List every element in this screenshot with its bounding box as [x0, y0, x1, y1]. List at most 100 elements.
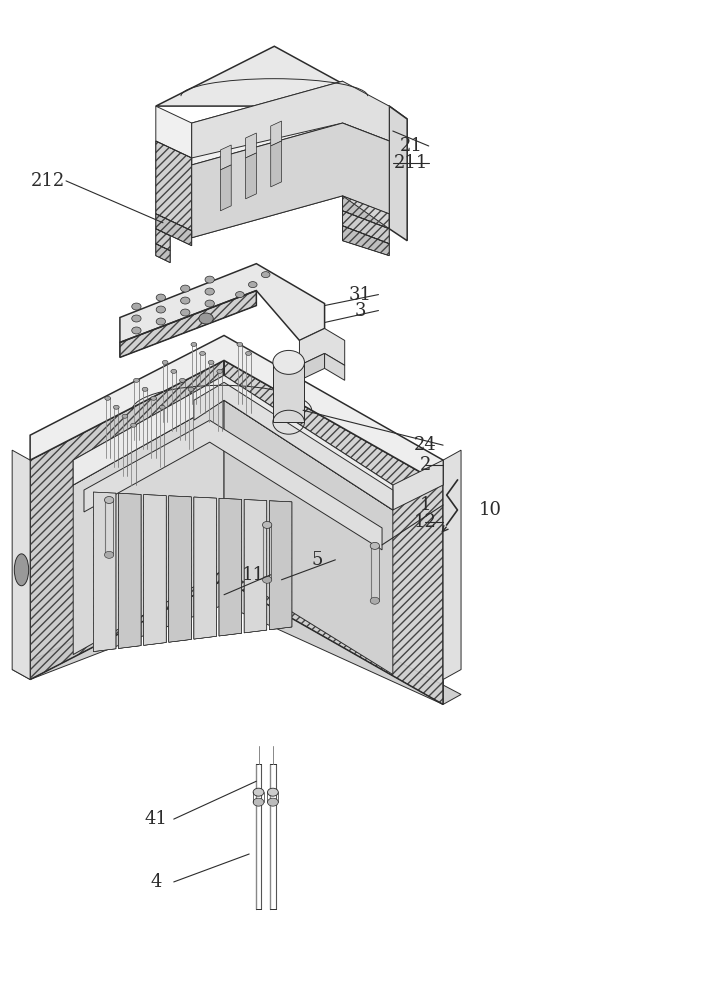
Ellipse shape	[132, 315, 141, 322]
Ellipse shape	[156, 294, 166, 301]
Ellipse shape	[171, 369, 177, 373]
Polygon shape	[156, 214, 192, 246]
Ellipse shape	[14, 554, 29, 586]
Polygon shape	[244, 500, 267, 633]
Ellipse shape	[142, 387, 148, 391]
Ellipse shape	[131, 423, 136, 427]
Text: 41: 41	[144, 810, 167, 828]
Polygon shape	[30, 360, 224, 680]
Polygon shape	[244, 500, 267, 633]
Polygon shape	[221, 145, 231, 170]
Polygon shape	[93, 492, 116, 652]
Ellipse shape	[205, 288, 214, 295]
Polygon shape	[156, 46, 407, 119]
Polygon shape	[74, 375, 393, 510]
Ellipse shape	[200, 351, 205, 355]
Polygon shape	[192, 81, 342, 165]
Polygon shape	[74, 400, 224, 655]
Polygon shape	[299, 328, 345, 365]
Polygon shape	[342, 196, 389, 229]
Polygon shape	[269, 501, 292, 630]
Polygon shape	[143, 495, 167, 645]
Ellipse shape	[262, 576, 272, 583]
Polygon shape	[118, 493, 141, 648]
Ellipse shape	[246, 351, 252, 355]
Text: 3: 3	[355, 302, 366, 320]
Text: 211: 211	[394, 154, 428, 172]
Polygon shape	[270, 121, 281, 146]
Ellipse shape	[180, 285, 190, 292]
Polygon shape	[118, 493, 141, 648]
Ellipse shape	[273, 350, 304, 374]
Ellipse shape	[180, 309, 190, 316]
Ellipse shape	[122, 414, 128, 418]
Polygon shape	[194, 497, 216, 639]
Polygon shape	[169, 496, 191, 642]
Polygon shape	[219, 498, 242, 636]
Text: 1: 1	[420, 496, 431, 514]
Polygon shape	[221, 165, 231, 211]
Polygon shape	[342, 211, 389, 244]
Polygon shape	[224, 360, 443, 704]
Ellipse shape	[262, 272, 270, 278]
Text: 4: 4	[150, 873, 162, 891]
Polygon shape	[30, 335, 443, 485]
Text: 2: 2	[420, 456, 431, 474]
Polygon shape	[269, 501, 292, 630]
Ellipse shape	[151, 396, 156, 400]
Polygon shape	[192, 123, 342, 238]
Polygon shape	[120, 291, 257, 357]
Polygon shape	[224, 400, 393, 675]
Ellipse shape	[180, 297, 190, 304]
Polygon shape	[169, 496, 191, 642]
Polygon shape	[12, 450, 30, 680]
Polygon shape	[299, 353, 324, 380]
Polygon shape	[192, 123, 389, 238]
Polygon shape	[12, 570, 461, 704]
Text: 31: 31	[349, 286, 372, 304]
Text: 11: 11	[242, 566, 265, 584]
Ellipse shape	[205, 276, 214, 283]
Ellipse shape	[191, 342, 197, 346]
Text: 212: 212	[31, 172, 65, 190]
Polygon shape	[273, 362, 304, 422]
Polygon shape	[342, 123, 389, 214]
Ellipse shape	[249, 282, 257, 288]
Ellipse shape	[105, 551, 114, 558]
Polygon shape	[192, 81, 389, 158]
Polygon shape	[156, 141, 192, 231]
Polygon shape	[389, 106, 407, 241]
Ellipse shape	[105, 396, 110, 400]
Ellipse shape	[267, 788, 278, 796]
Text: 5: 5	[311, 551, 323, 569]
Ellipse shape	[205, 300, 214, 307]
Polygon shape	[156, 229, 170, 251]
Ellipse shape	[159, 405, 165, 409]
Ellipse shape	[132, 327, 141, 334]
Polygon shape	[156, 244, 170, 263]
Ellipse shape	[156, 318, 166, 325]
Polygon shape	[246, 153, 257, 199]
Ellipse shape	[105, 497, 114, 503]
Ellipse shape	[132, 303, 141, 310]
Polygon shape	[342, 226, 389, 256]
Polygon shape	[393, 460, 443, 510]
Text: 24: 24	[414, 436, 436, 454]
Ellipse shape	[199, 313, 213, 324]
Polygon shape	[194, 497, 216, 639]
Ellipse shape	[237, 342, 243, 346]
Ellipse shape	[253, 798, 264, 806]
Polygon shape	[324, 353, 345, 380]
Text: 12: 12	[414, 513, 437, 531]
Ellipse shape	[370, 597, 379, 604]
Ellipse shape	[113, 405, 119, 409]
Polygon shape	[219, 498, 242, 636]
Ellipse shape	[262, 521, 272, 528]
Text: 21: 21	[399, 137, 423, 155]
Ellipse shape	[156, 306, 166, 313]
Polygon shape	[143, 495, 167, 645]
Polygon shape	[443, 450, 461, 680]
Ellipse shape	[188, 387, 194, 391]
Polygon shape	[194, 382, 393, 510]
Ellipse shape	[217, 369, 223, 373]
